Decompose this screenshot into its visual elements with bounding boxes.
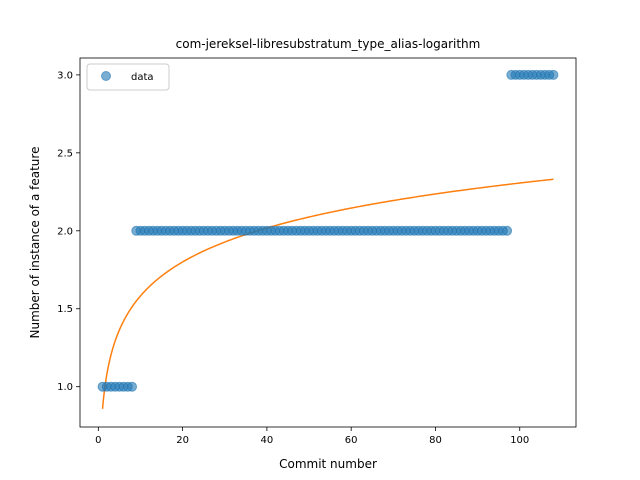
y-tick-label: 2.0 bbox=[57, 226, 73, 237]
x-tick-label: 80 bbox=[429, 435, 442, 446]
legend: data bbox=[86, 63, 170, 91]
x-tick-label: 40 bbox=[261, 435, 274, 446]
plot-background bbox=[80, 58, 576, 427]
x-axis-ticks: 0 20 40 60 80 100 bbox=[95, 427, 529, 446]
x-tick-label: 0 bbox=[95, 435, 101, 446]
chart-title: com-jereksel-libresubstratum_type_alias-… bbox=[176, 37, 481, 51]
fit-layer bbox=[101, 178, 554, 409]
data-point bbox=[548, 69, 559, 80]
data-point bbox=[502, 225, 513, 236]
fit-curve bbox=[101, 178, 554, 409]
y-axis-label: Number of instance of a feature bbox=[28, 147, 42, 339]
y-tick-label: 1.5 bbox=[57, 304, 73, 315]
y-tick-label: 3.0 bbox=[57, 70, 73, 81]
plot-area bbox=[79, 57, 577, 428]
points-layer bbox=[97, 69, 559, 392]
legend-label-data: data bbox=[131, 72, 154, 83]
x-tick-label: 20 bbox=[176, 435, 189, 446]
legend-box bbox=[86, 63, 170, 91]
y-tick-label: 2.5 bbox=[57, 148, 73, 159]
legend-marker-data bbox=[101, 71, 111, 81]
x-tick-label: 60 bbox=[345, 435, 358, 446]
x-axis-label: Commit number bbox=[279, 457, 377, 471]
y-axis-ticks: 1.0 1.5 2.0 2.5 3.0 bbox=[57, 70, 80, 393]
x-tick-label: 100 bbox=[510, 435, 529, 446]
plot-frame bbox=[79, 57, 577, 428]
data-point bbox=[127, 381, 138, 392]
y-tick-label: 1.0 bbox=[57, 382, 73, 393]
